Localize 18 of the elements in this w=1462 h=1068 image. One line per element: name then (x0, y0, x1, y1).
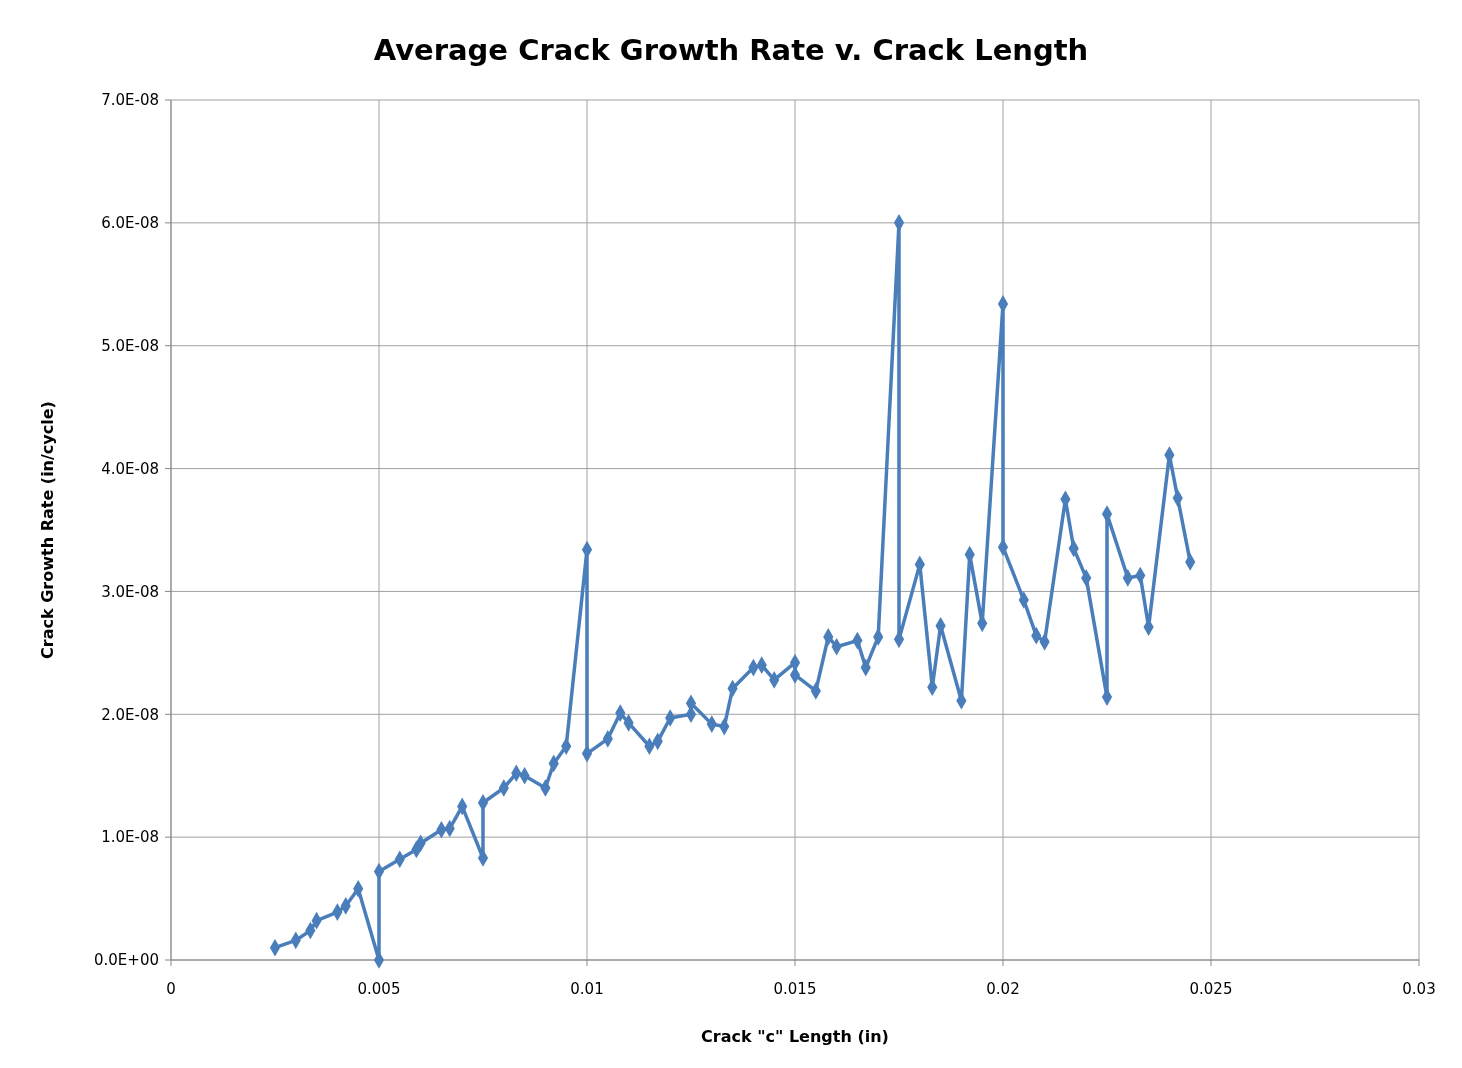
y-tick-label: 4.0E-08 (101, 459, 159, 478)
x-tick-label: 0.03 (1402, 980, 1436, 998)
y-tick-label: 6.0E-08 (101, 214, 159, 233)
x-tick-label: 0.01 (570, 980, 604, 998)
y-tick-label: 3.0E-08 (101, 582, 159, 601)
x-tick-label: 0.025 (1189, 980, 1233, 998)
y-tick-label: 1.0E-08 (101, 828, 159, 847)
x-tick-label: 0.02 (986, 980, 1020, 998)
x-tick-label: 0.005 (357, 980, 401, 998)
y-tick-label: 7.0E-08 (101, 91, 159, 110)
chart-title: Average Crack Growth Rate v. Crack Length (373, 33, 1089, 67)
x-tick-label: 0.015 (773, 980, 817, 998)
x-tick-label: 0 (166, 980, 176, 998)
y-tick-label: 5.0E-08 (101, 336, 159, 355)
x-axis-title: Crack "c" Length (in) (701, 1027, 889, 1046)
y-tick-label: 0.0E+00 (94, 951, 159, 970)
y-axis-title: Crack Growth Rate (in/cycle) (38, 401, 57, 659)
y-tick-label: 2.0E-08 (101, 705, 159, 724)
